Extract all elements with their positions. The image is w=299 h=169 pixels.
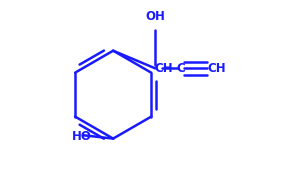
Text: HO: HO	[72, 130, 91, 142]
Text: C: C	[176, 62, 185, 75]
Text: CH: CH	[154, 62, 173, 75]
Text: CH: CH	[207, 62, 225, 75]
Text: OH: OH	[146, 10, 165, 23]
